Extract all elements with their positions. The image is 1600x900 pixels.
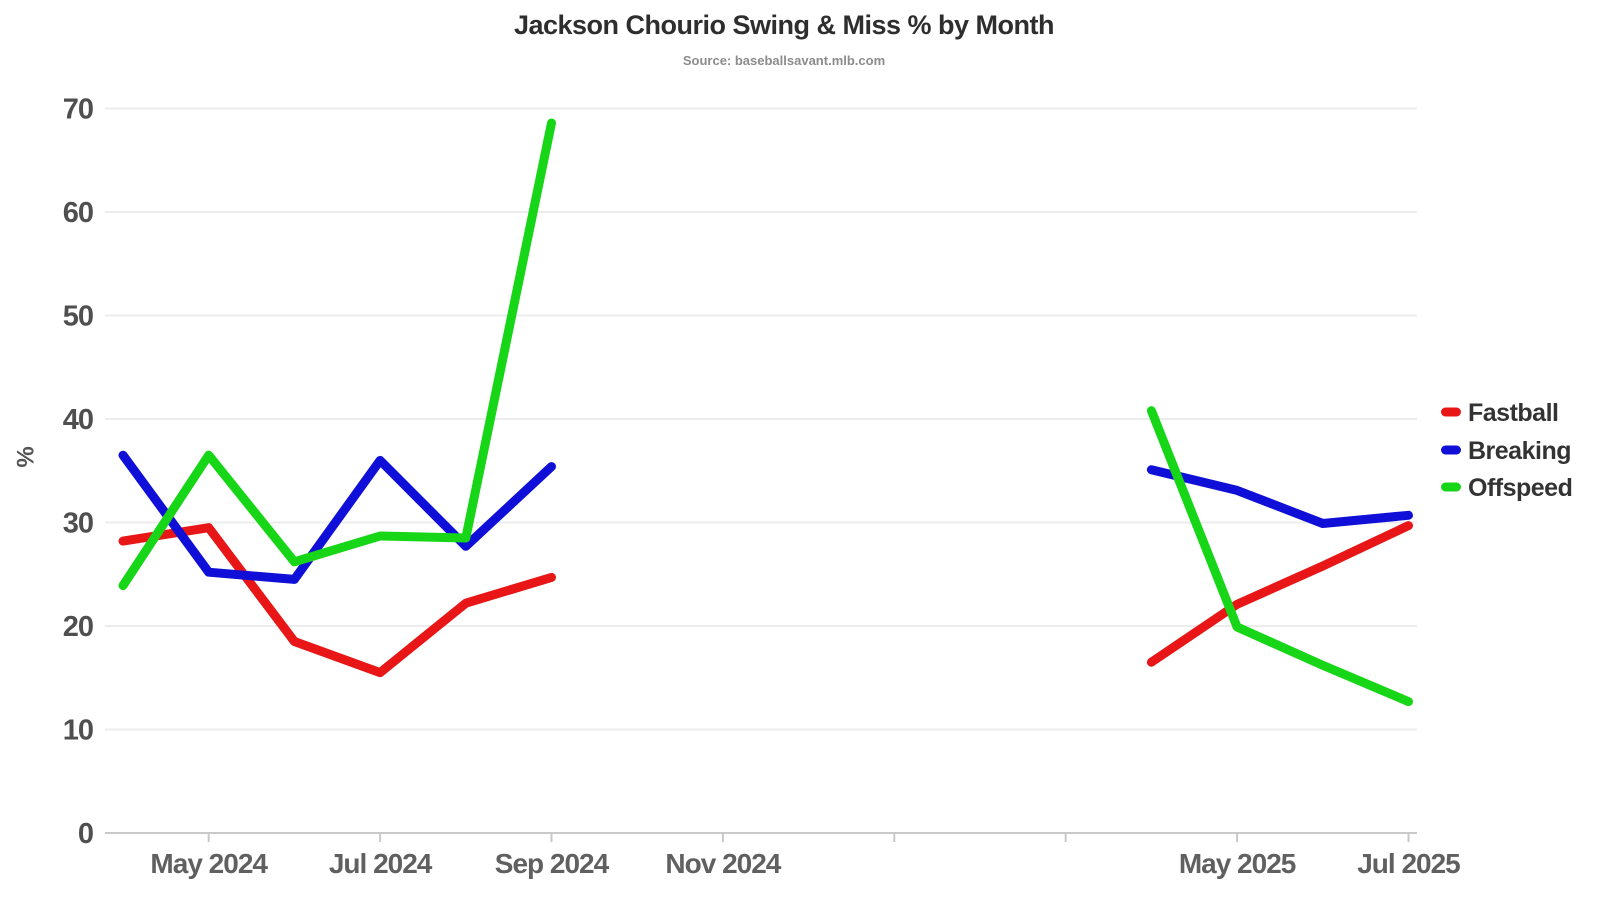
series-line-offspeed (118, 118, 556, 591)
y-tick-label: 20 (63, 611, 93, 643)
legend-swatch-breaking (1441, 445, 1461, 455)
chart-title: Jackson Chourio Swing & Miss % by Month (513, 10, 1055, 40)
series-line-fastball (118, 523, 556, 678)
y-tick-label: 10 (63, 715, 93, 747)
x-tick-label: May 2024 (150, 848, 268, 879)
series-line-offspeed (1146, 406, 1413, 707)
chart-subtitle: Source: baseballsavant.mlb.com (682, 53, 886, 68)
x-tick-label: Jul 2024 (329, 848, 433, 879)
legend-label-fastball: Fastball (1468, 399, 1558, 427)
legend-label-breaking: Breaking (1468, 437, 1571, 465)
y-tick-label: 40 (63, 404, 93, 436)
y-tick-label: 70 (63, 94, 93, 126)
y-tick-label: 60 (63, 197, 93, 229)
legend-swatch-offspeed (1441, 482, 1461, 492)
x-tick-label: May 2025 (1179, 848, 1296, 879)
x-tick-label: Sep 2024 (495, 848, 610, 879)
series-line-breaking (118, 450, 556, 584)
y-tick-label: 50 (63, 301, 93, 333)
x-tick-label: Jul 2025 (1357, 848, 1460, 879)
y-tick-label: 0 (78, 818, 93, 850)
series-line-fastball (1146, 521, 1413, 667)
legend-label-offspeed: Offspeed (1468, 474, 1572, 502)
legend-swatch-fastball (1441, 407, 1461, 417)
y-tick-label: 30 (63, 508, 93, 540)
series-line-breaking (1146, 465, 1413, 528)
x-tick-label: Nov 2024 (665, 848, 781, 879)
